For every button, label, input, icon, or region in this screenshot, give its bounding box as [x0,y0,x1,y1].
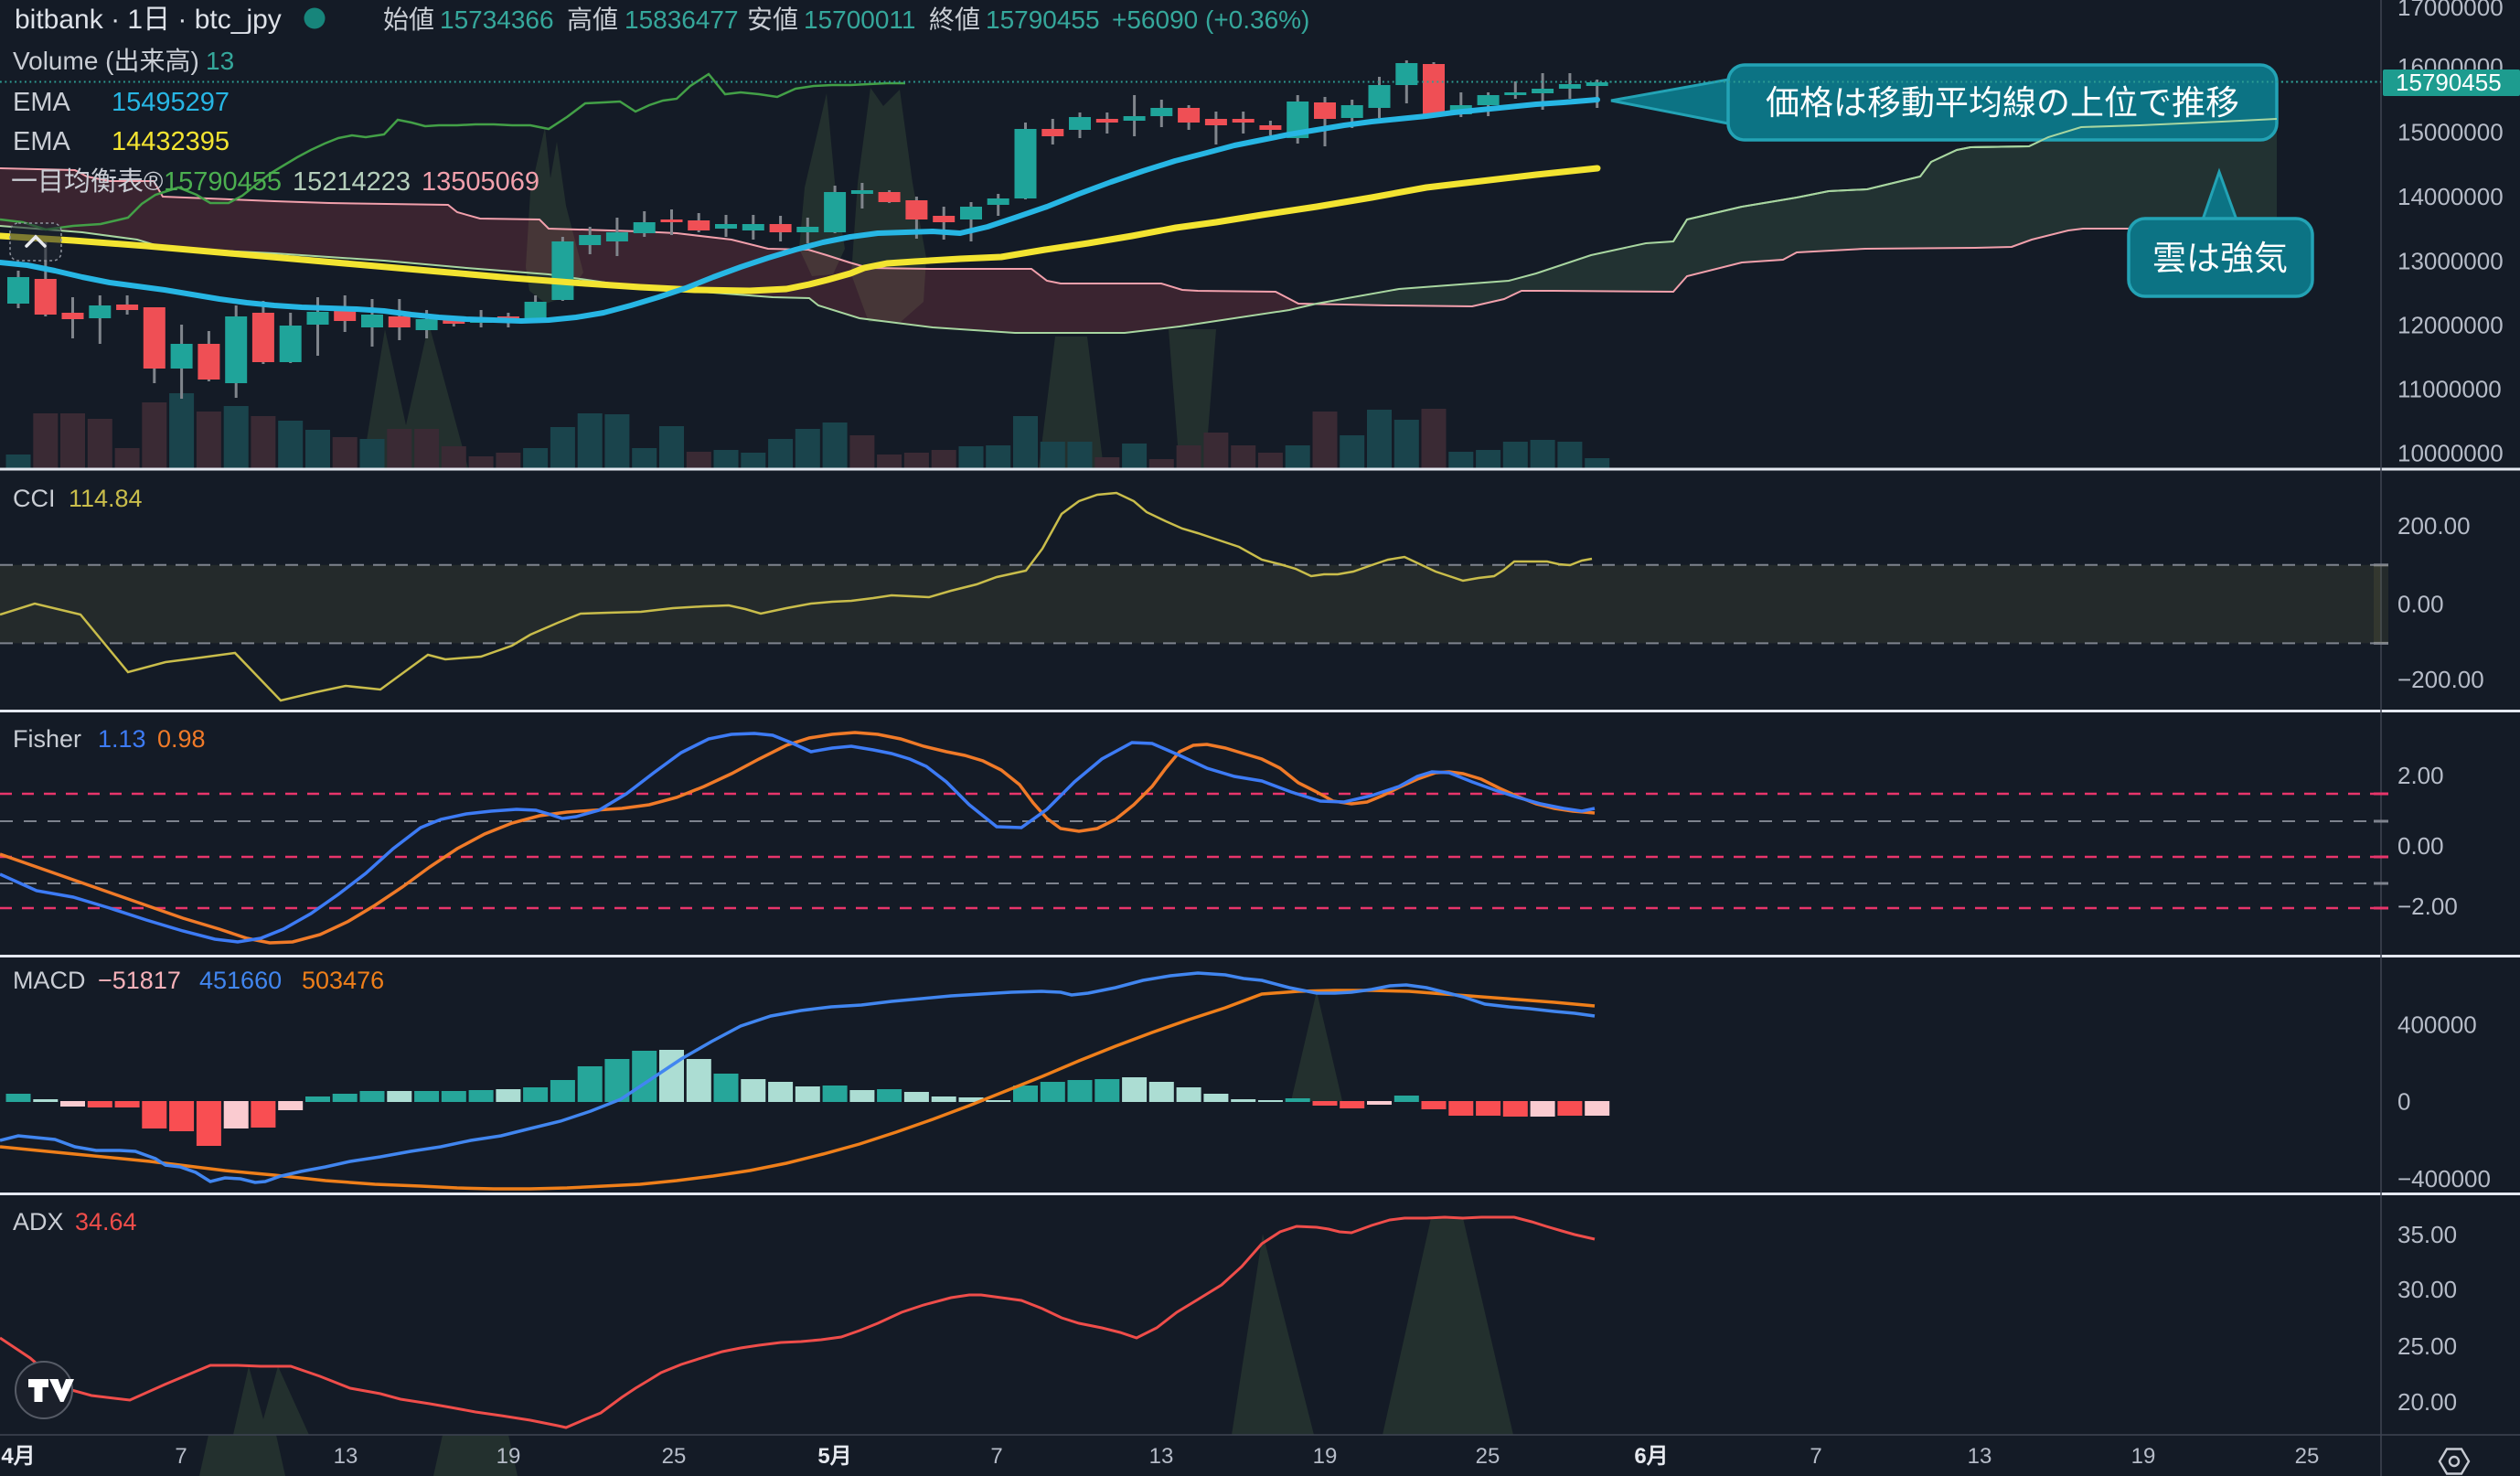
svg-text:一目均衡表®: 一目均衡表® [11,166,163,197]
svg-text:12000000: 12000000 [2397,312,2504,339]
svg-text:高値: 高値 [567,5,618,34]
svg-text:15214223: 15214223 [293,167,411,197]
svg-text:CCI: CCI [13,485,56,512]
svg-text:7: 7 [175,1444,187,1469]
svg-text:10000000: 10000000 [2397,440,2504,467]
svg-text:5月: 5月 [817,1444,851,1469]
svg-text:20.00: 20.00 [2397,1388,2457,1416]
svg-text:0: 0 [2397,1087,2410,1115]
svg-text:0.00: 0.00 [2397,832,2444,860]
svg-text:bitbank · 1日 · btc_jpy: bitbank · 1日 · btc_jpy [15,5,282,35]
svg-text:6月: 6月 [1634,1444,1668,1469]
svg-text:15790455: 15790455 [164,167,282,197]
svg-text:2.00: 2.00 [2397,762,2444,789]
svg-text:Fisher: Fisher [13,725,81,753]
svg-text:15000000: 15000000 [2397,119,2504,146]
svg-text:25.00: 25.00 [2397,1332,2457,1360]
svg-text:13000000: 13000000 [2397,248,2504,275]
svg-text:終値: 終値 [929,5,980,34]
svg-text:EMA: EMA [13,127,71,156]
svg-text:13: 13 [1968,1444,1992,1469]
svg-text:7: 7 [1810,1444,1821,1469]
svg-text:25: 25 [662,1444,687,1469]
svg-text:Volume (出来高): Volume (出来高) [13,47,199,75]
svg-text:15734366: 15734366 [440,5,554,34]
svg-text:114.84: 114.84 [69,485,143,512]
svg-text:ADX: ADX [13,1208,64,1235]
svg-text:19: 19 [1313,1444,1338,1469]
svg-text:安値: 安値 [747,5,798,34]
svg-text:25: 25 [1476,1444,1500,1469]
svg-text:35.00: 35.00 [2397,1221,2457,1248]
svg-text:14432395: 14432395 [112,127,230,156]
svg-text:+56090 (+0.36%): +56090 (+0.36%) [1112,5,1309,34]
svg-text:価格は移動平均線の上位で推移: 価格は移動平均線の上位で推移 [1766,84,2239,122]
svg-text:4月: 4月 [1,1444,35,1469]
svg-text:451660: 451660 [199,967,282,994]
svg-text:200.00: 200.00 [2397,512,2471,540]
svg-text:19: 19 [2131,1444,2156,1469]
svg-text:30.00: 30.00 [2397,1276,2457,1303]
svg-text:雲は強気: 雲は強気 [2152,240,2288,277]
svg-text:7: 7 [990,1444,1002,1469]
svg-text:MACD: MACD [13,967,86,994]
svg-text:13: 13 [206,47,234,75]
svg-text:25: 25 [2295,1444,2320,1469]
svg-text:15495297: 15495297 [112,88,230,117]
svg-text:1.13: 1.13 [98,725,146,753]
svg-text:14000000: 14000000 [2397,183,2504,210]
svg-text:−2.00: −2.00 [2397,893,2458,920]
svg-text:34.64: 34.64 [75,1208,137,1235]
svg-text:13: 13 [1149,1444,1174,1469]
svg-text:0.98: 0.98 [157,725,206,753]
svg-text:始値: 始値 [383,5,434,34]
svg-text:13505069: 13505069 [422,167,539,197]
svg-text:−400000: −400000 [2397,1165,2491,1193]
svg-text:15836477: 15836477 [625,5,739,34]
svg-text:15790455: 15790455 [2396,69,2502,96]
svg-text:15700011: 15700011 [804,5,916,34]
svg-text:19: 19 [497,1444,521,1469]
svg-text:17000000: 17000000 [2397,0,2504,21]
svg-text:0.00: 0.00 [2397,591,2444,618]
svg-text:EMA: EMA [13,88,71,117]
svg-text:15790455: 15790455 [986,5,1100,34]
svg-text:−200.00: −200.00 [2397,666,2484,693]
svg-text:−51817: −51817 [98,967,181,994]
svg-text:503476: 503476 [302,967,384,994]
svg-text:11000000: 11000000 [2397,376,2502,403]
svg-text:13: 13 [334,1444,358,1469]
svg-text:400000: 400000 [2397,1011,2477,1039]
